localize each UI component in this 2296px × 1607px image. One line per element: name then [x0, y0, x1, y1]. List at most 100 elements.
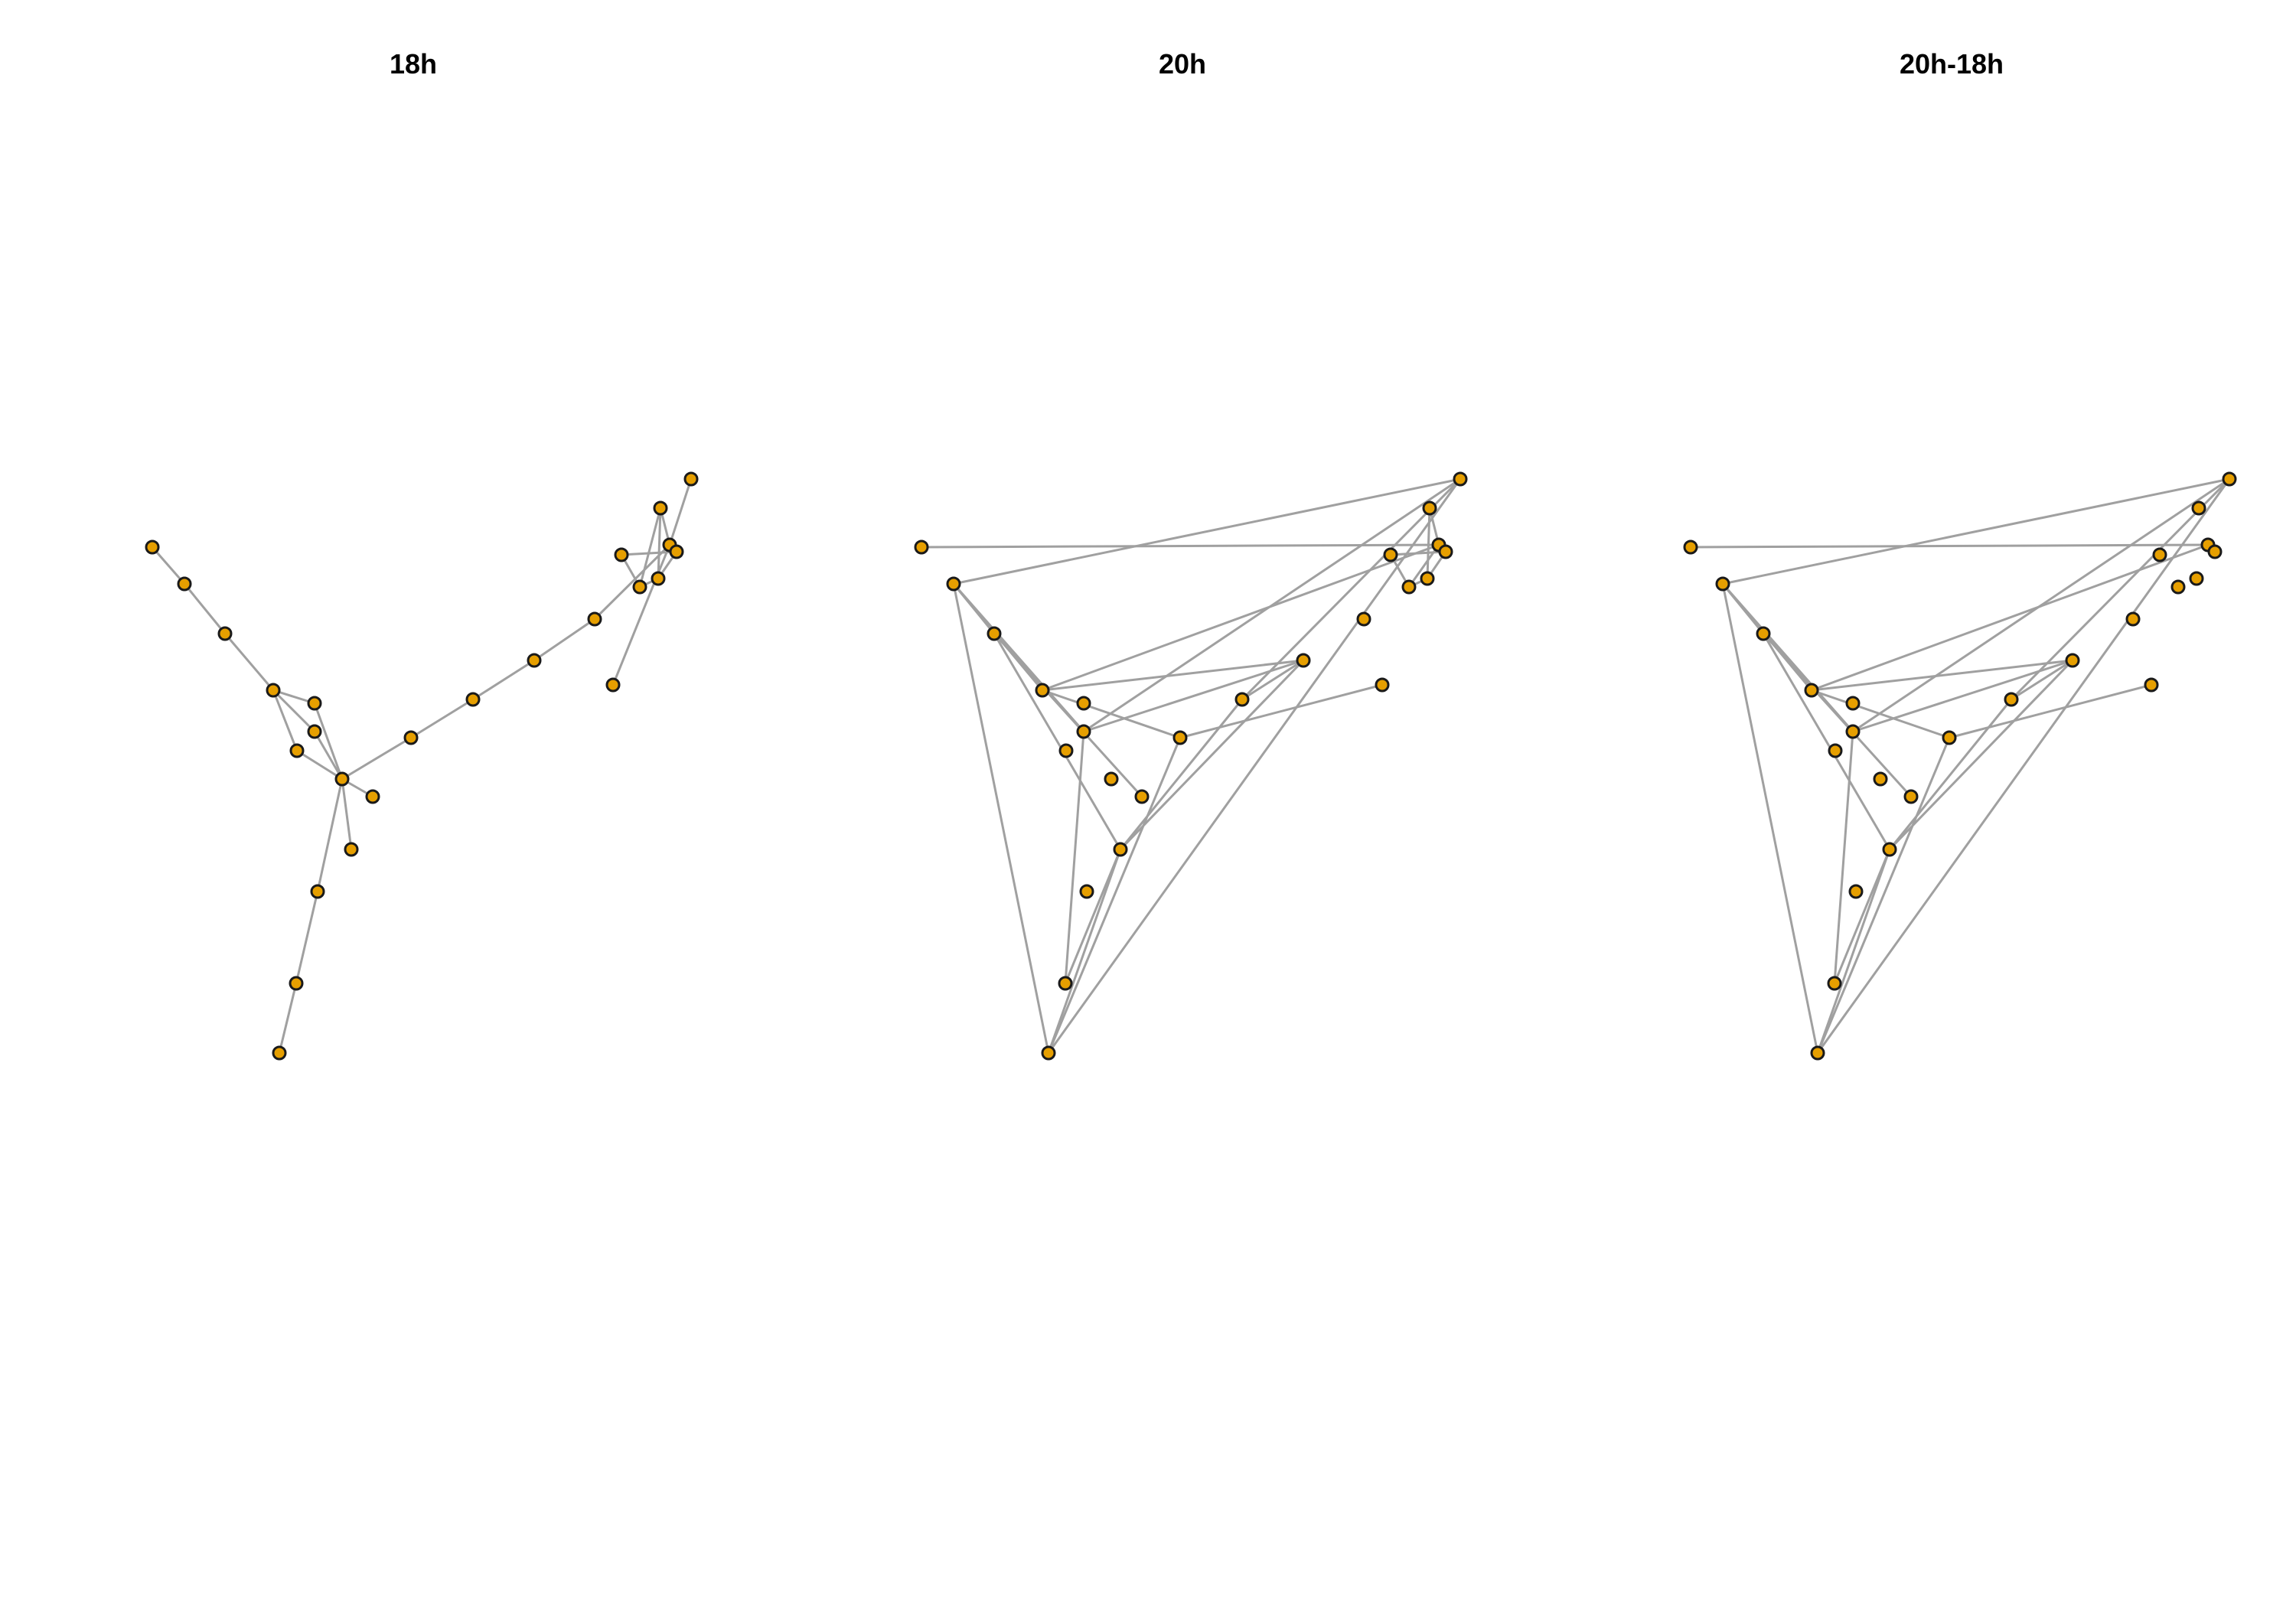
node-20h-4	[1058, 743, 1074, 758]
node-20h-1	[946, 576, 961, 592]
node-18h-5	[307, 696, 322, 711]
edge-20h-18h-12-17	[2010, 478, 2231, 701]
node-18h-8	[365, 789, 380, 804]
node-20h-23	[1041, 1045, 1056, 1061]
node-18h-2	[217, 626, 233, 641]
node-20h-18h-3	[1804, 683, 1819, 698]
node-20h-18h-21	[2207, 544, 2223, 559]
node-20h-18h-19	[2152, 547, 2167, 562]
nodes-20h	[914, 471, 1468, 1061]
edge-18h-7-9	[341, 777, 353, 851]
edge-18h-16-20	[657, 507, 662, 580]
node-20h-3	[1035, 683, 1050, 698]
node-20h-18h-7	[1873, 771, 1888, 787]
node-20h-18h-13	[2065, 653, 2080, 668]
edge-20h-12-17	[1241, 478, 1462, 701]
panel-20h: 20h	[914, 48, 1468, 1061]
node-20h-22	[1058, 976, 1073, 991]
node-20h-24	[1375, 677, 1390, 693]
node-18h-13	[527, 653, 542, 668]
node-18h-10	[310, 884, 325, 899]
edge-18h-16-18	[638, 507, 662, 588]
node-18h-12	[465, 692, 481, 707]
edge-20h-18h-12-13	[2010, 659, 2074, 701]
edge-20h-18h-3-13	[1810, 659, 2074, 692]
edge-20h-6-13	[1082, 659, 1305, 733]
edge-20h-18h-23-11	[1816, 736, 1951, 1054]
node-18h-24	[605, 677, 621, 693]
edge-20h-23-9	[1047, 848, 1122, 1054]
edge-20h-19-21	[1389, 550, 1447, 556]
node-20h-11	[1172, 730, 1188, 745]
node-20h-18h-20	[2189, 571, 2204, 586]
node-18h-17	[683, 471, 699, 487]
edge-18h-22-23	[278, 982, 298, 1054]
node-18h-11	[403, 730, 419, 745]
node-20h-19	[1383, 547, 1398, 562]
edge-18h-1-2	[183, 582, 227, 635]
edge-18h-15-17	[668, 478, 693, 546]
node-20h-18h-9	[1882, 842, 1897, 857]
panel-title-20h-18h: 20h-18h	[1900, 48, 2004, 80]
node-18h-20	[651, 571, 666, 586]
edge-20h-2-9	[993, 632, 1122, 851]
edge-20h-18h-2-8	[1762, 632, 1913, 798]
node-20h-0	[914, 539, 929, 555]
edge-20h-18h-6-22	[1833, 730, 1854, 985]
edges-20h-18h	[1689, 478, 2231, 1054]
node-20h-18h-0	[1683, 539, 1698, 555]
node-18h-7	[334, 771, 350, 787]
node-20h-5	[1076, 696, 1091, 711]
node-20h-14	[1356, 611, 1371, 627]
edges-20h	[920, 478, 1462, 1054]
edge-20h-3-13	[1041, 659, 1305, 692]
edge-20h-22-9	[1064, 848, 1122, 985]
node-20h-18h-12	[2004, 692, 2019, 707]
edge-20h-2-8	[993, 632, 1143, 798]
node-20h-18h-8	[1903, 789, 1919, 804]
edge-20h-18h-2-9	[1762, 632, 1891, 851]
edge-20h-18h-6-13	[1851, 659, 2074, 733]
node-18h-23	[272, 1045, 287, 1061]
node-18h-16	[653, 500, 668, 516]
edge-20h-18h-0-15	[1689, 543, 2210, 549]
node-18h-22	[289, 976, 304, 991]
edge-20h-1-17	[952, 478, 1462, 585]
node-20h-18h-14	[2125, 611, 2141, 627]
edge-18h-10-22	[295, 890, 319, 985]
node-20h-21	[1438, 544, 1453, 559]
node-20h-18h-22	[1827, 976, 1842, 991]
node-20h-18	[1401, 579, 1417, 595]
node-20h-6	[1076, 724, 1091, 739]
node-18h-6	[307, 724, 322, 739]
edge-18h-13-14	[533, 618, 596, 662]
node-20h-18h-5	[1845, 696, 1861, 711]
node-20h-18h-11	[1942, 730, 1957, 745]
edge-18h-6-7	[313, 730, 344, 781]
node-18h-14	[587, 611, 602, 627]
edge-18h-7-11	[341, 736, 413, 781]
node-20h-18h-4	[1828, 743, 1843, 758]
edge-18h-19-21	[620, 550, 678, 556]
node-18h-4	[289, 743, 305, 758]
edge-20h-17-23	[1047, 478, 1462, 1054]
edge-20h-12-13	[1241, 659, 1305, 701]
edge-20h-18h-23-9	[1816, 848, 1891, 1054]
panel-title-20h: 20h	[1159, 48, 1206, 80]
node-20h-20	[1420, 571, 1435, 586]
node-20h-9	[1113, 842, 1128, 857]
node-20h-16	[1422, 500, 1437, 516]
edge-20h-18h-22-9	[1833, 848, 1891, 985]
edge-20h-16-20	[1426, 507, 1431, 580]
node-18h-3	[266, 683, 281, 698]
panel-18h: 18h	[145, 48, 699, 1061]
node-20h-17	[1453, 471, 1468, 487]
edge-20h-9-13	[1119, 659, 1305, 851]
edge-18h-0-1	[151, 546, 186, 585]
edge-18h-7-10	[316, 777, 344, 893]
node-20h-10	[1079, 884, 1094, 899]
nodes-20h-18h	[1683, 471, 2237, 1061]
edge-20h-9-12	[1119, 698, 1244, 851]
node-18h-19	[614, 547, 629, 562]
